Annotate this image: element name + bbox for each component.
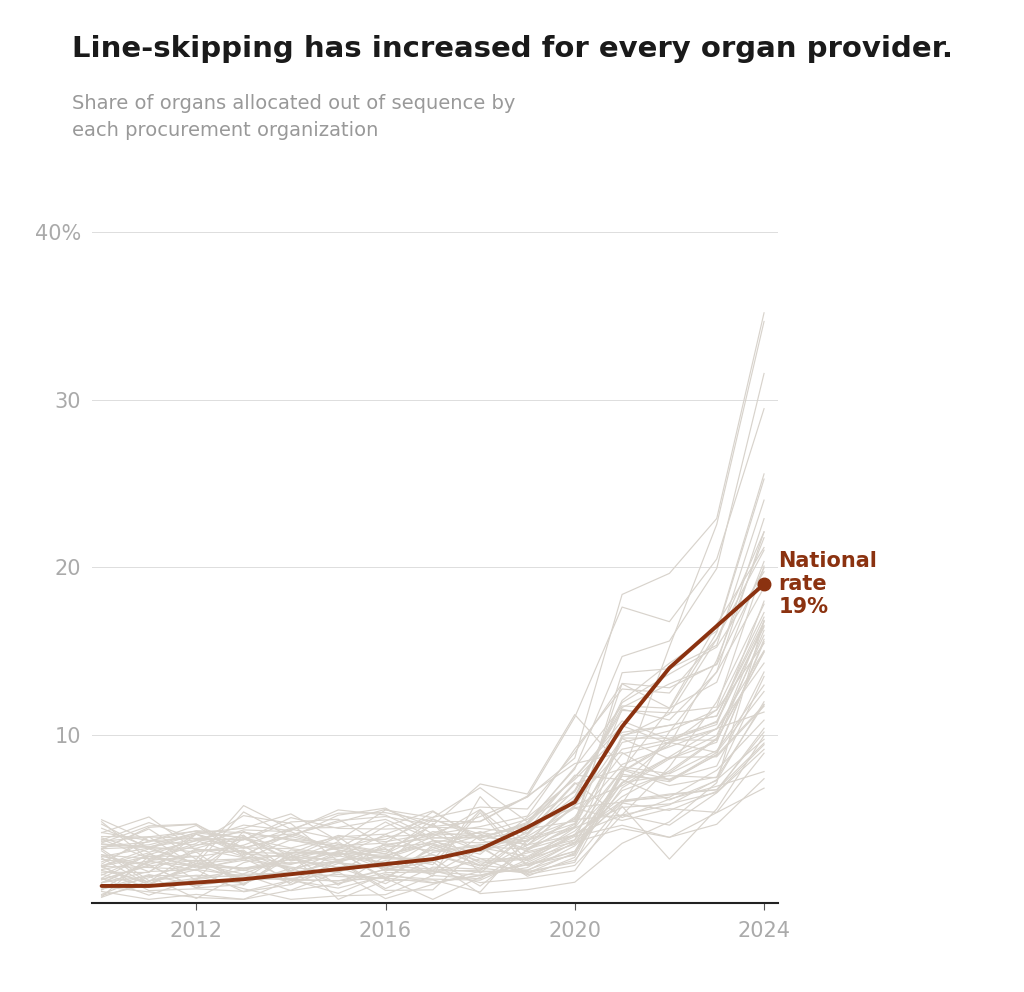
Text: Share of organs allocated out of sequence by
each procurement organization: Share of organs allocated out of sequenc… (72, 94, 515, 140)
Text: National
rate
19%: National rate 19% (778, 551, 878, 617)
Text: Line-skipping has increased for every organ provider.: Line-skipping has increased for every or… (72, 35, 952, 62)
